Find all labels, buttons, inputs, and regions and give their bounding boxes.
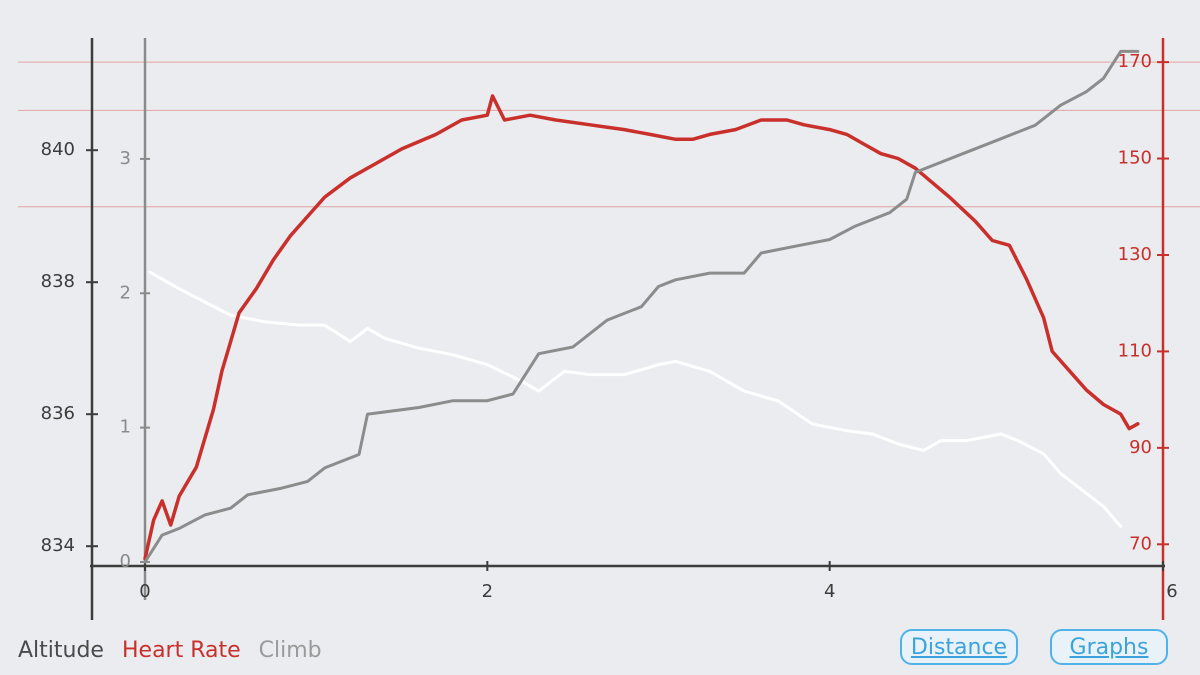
series-altitude-line — [148, 270, 1123, 528]
heart-rate-tick-label: 110 — [1118, 340, 1152, 361]
altitude-tick-label: 836 — [41, 403, 75, 424]
series-heart-rate-line — [143, 94, 1140, 561]
heart-rate-tick-label: 90 — [1129, 437, 1152, 458]
altitude-tick-label: 840 — [41, 139, 75, 160]
heart-rate-tick-label: 170 — [1118, 51, 1152, 72]
x-tick-label: 0 — [139, 581, 150, 602]
graphs-button[interactable]: Graphs — [1050, 629, 1168, 665]
series-climb-line — [143, 49, 1140, 564]
climb-tick-label: 3 — [120, 148, 131, 169]
legend-altitude: Altitude — [18, 638, 104, 663]
legend: Altitude Heart Rate Climb — [18, 638, 322, 663]
heart-rate-tick-label: 70 — [1129, 533, 1152, 554]
climb-tick-label: 1 — [120, 417, 131, 438]
heart-rate-tick-label: 130 — [1118, 244, 1152, 265]
x-tick-label: 2 — [482, 581, 493, 602]
x-tick-label: 4 — [824, 581, 835, 602]
distance-button[interactable]: Distance — [900, 629, 1018, 665]
x-tick-label: 6 — [1166, 581, 1177, 602]
climb-tick-label: 0 — [120, 551, 131, 572]
heart-rate-tick-label: 150 — [1118, 148, 1152, 169]
altitude-tick-label: 834 — [41, 535, 75, 556]
altitude-tick-label: 838 — [41, 271, 75, 292]
climb-tick-label: 2 — [120, 282, 131, 303]
legend-heart-rate: Heart Rate — [121, 638, 241, 663]
legend-climb: Climb — [258, 638, 322, 663]
